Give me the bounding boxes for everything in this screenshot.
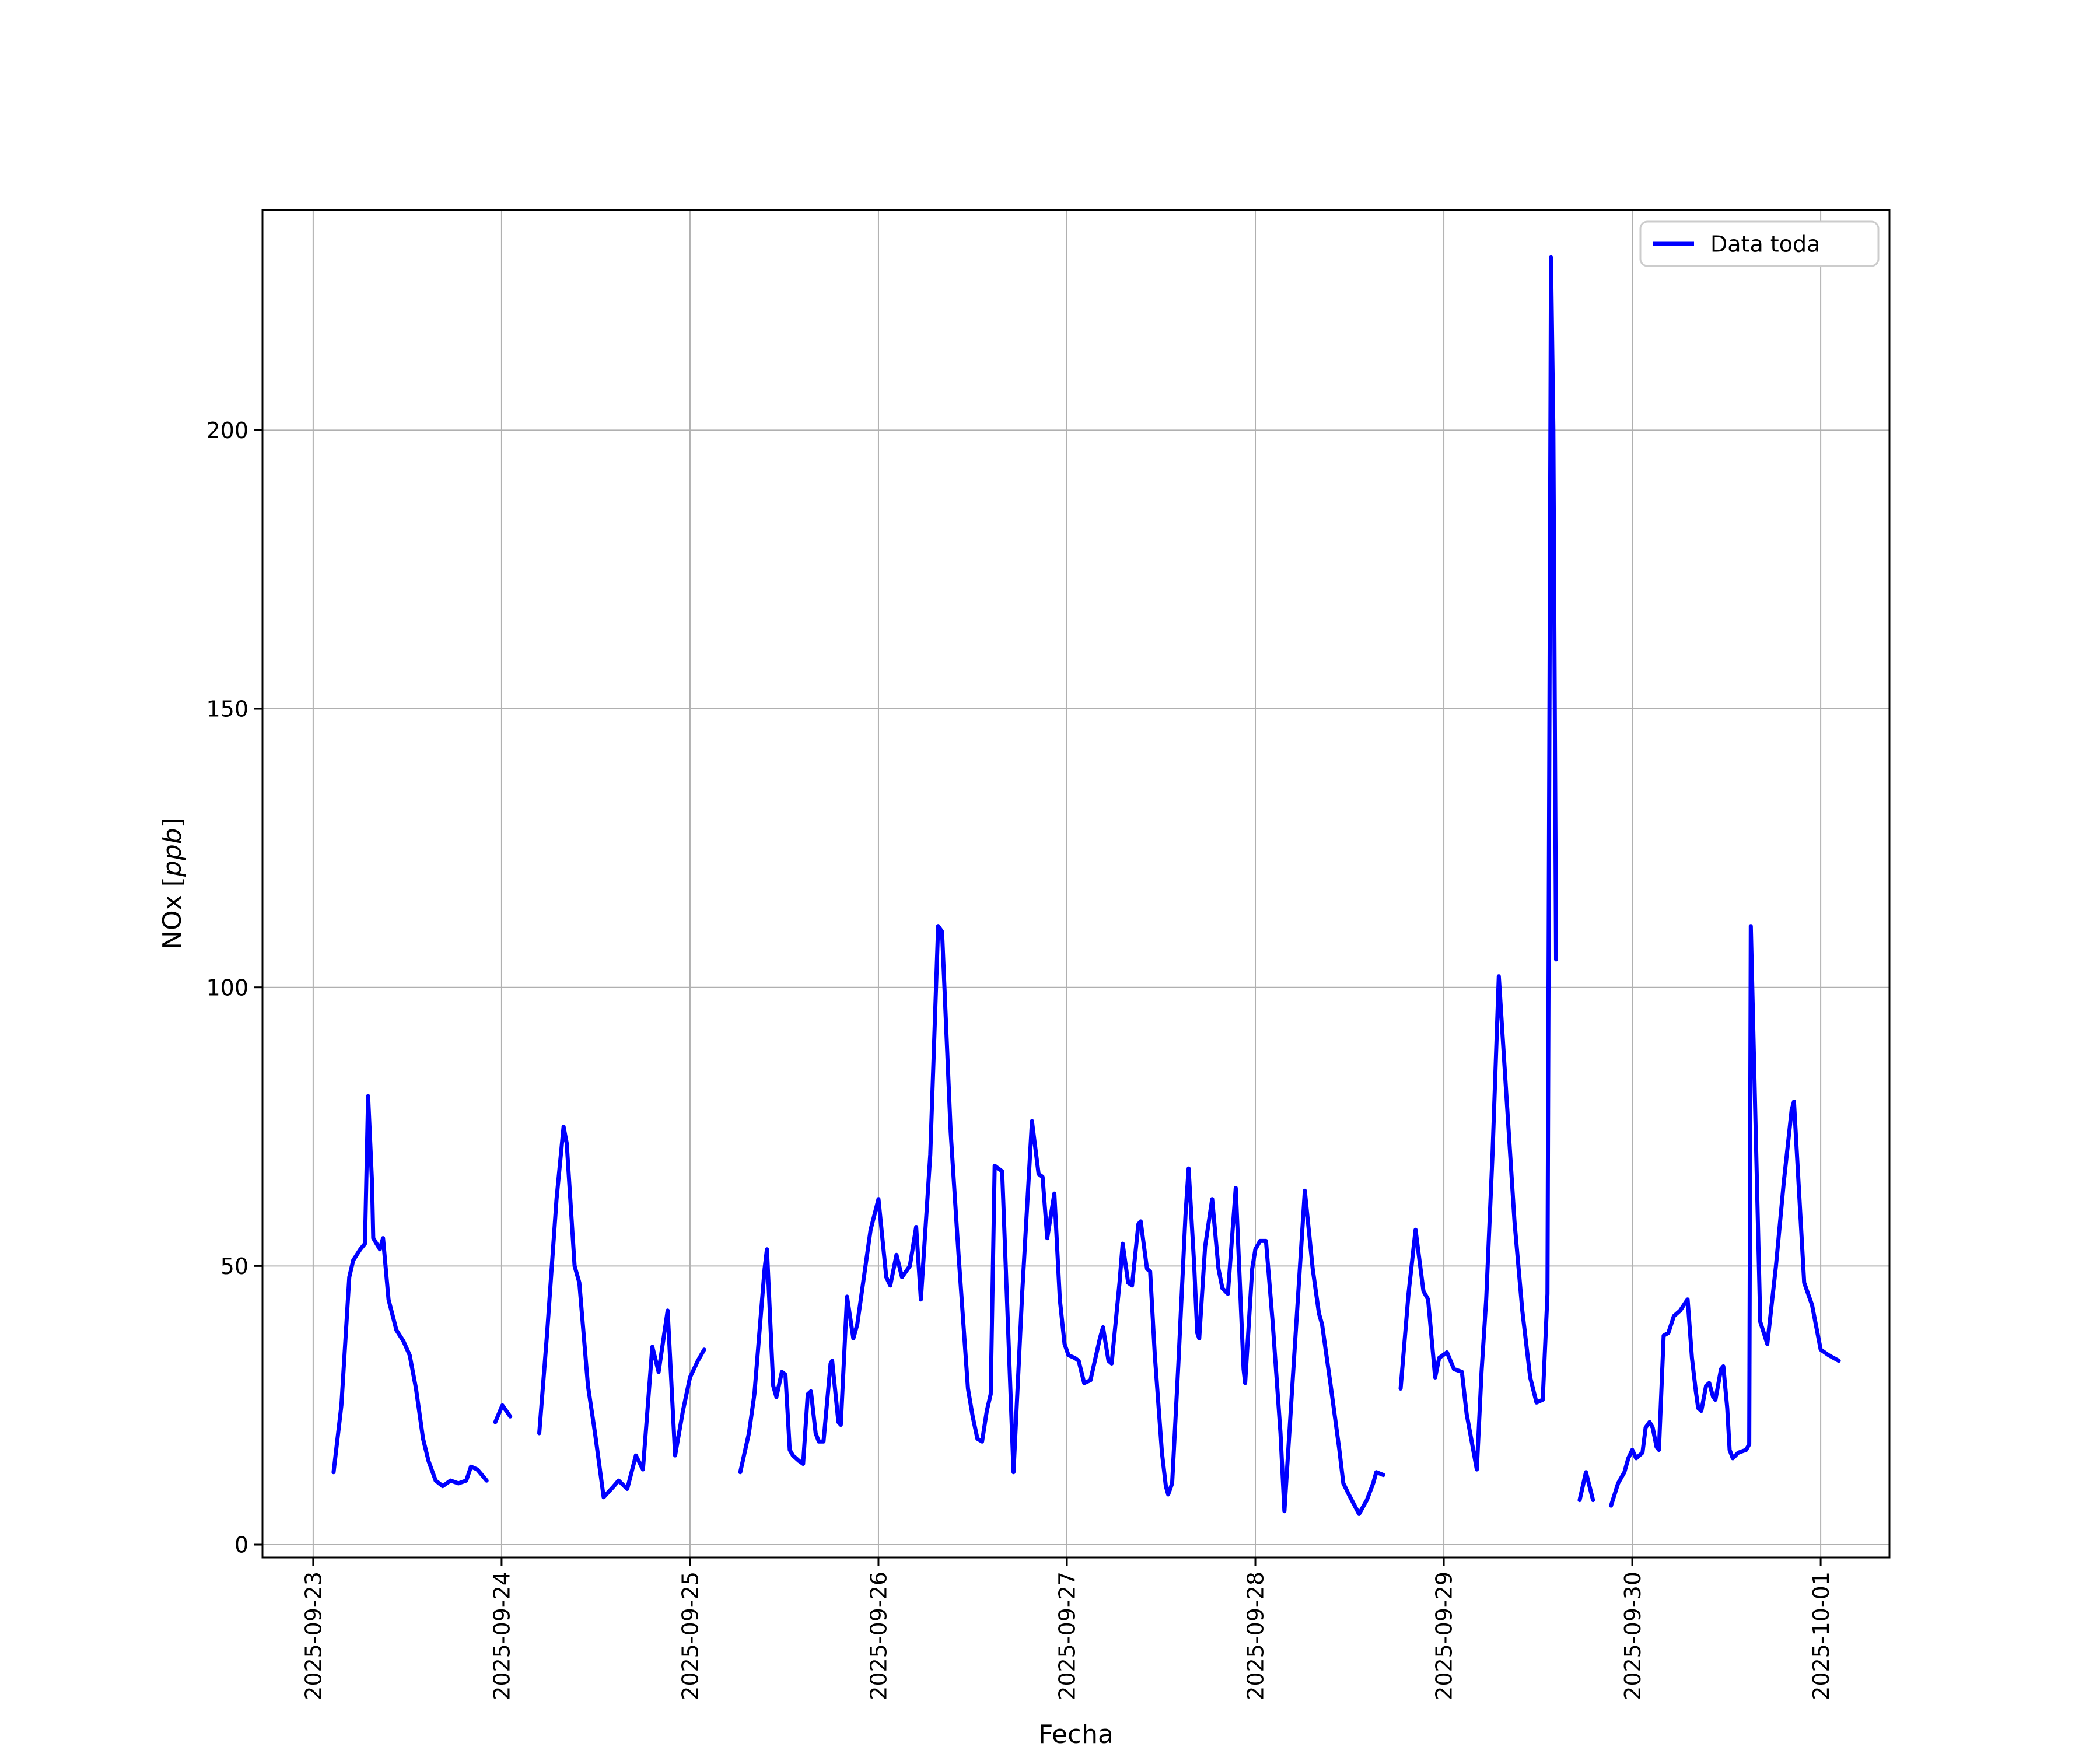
data-line	[331, 255, 1841, 1516]
y-axis-label-suffix: ]	[158, 818, 187, 828]
y-tick-label: 100	[206, 975, 249, 1000]
tick-labels: 2025-09-23 2025-09-24 2025-09-25 2025-09-26…	[206, 418, 1833, 1700]
y-tick-label: 50	[220, 1254, 249, 1279]
y-tick-label: 200	[206, 418, 249, 443]
x-tick-label: 2025-09-26	[866, 1572, 892, 1700]
legend-label: Data toda	[1710, 232, 1820, 257]
legend: Data toda	[1639, 220, 1880, 267]
y-axis-label-prefix: NOx [	[158, 877, 187, 950]
grid	[262, 210, 1889, 1558]
tick-marks	[254, 429, 1822, 1566]
y-tick-label: 150	[206, 696, 249, 722]
x-tick-label: 2025-09-29	[1432, 1572, 1457, 1700]
x-axis-label: Fecha	[1038, 1720, 1114, 1749]
y-axis-label-unit: ppb	[158, 828, 187, 877]
x-tick-label: 2025-09-24	[489, 1572, 515, 1700]
x-tick-label: 2025-09-28	[1243, 1572, 1269, 1700]
x-tick-label: 2025-09-27	[1055, 1572, 1080, 1700]
legend-box	[1639, 220, 1880, 267]
plot-area-border	[261, 209, 1891, 1559]
x-tick-label: 2025-09-23	[301, 1572, 327, 1700]
x-tick-label: 2025-09-25	[678, 1572, 704, 1700]
y-tick-label: 0	[235, 1532, 249, 1558]
x-tick-label: 2025-09-30	[1620, 1572, 1646, 1700]
y-axis-label: NOx [ppb]	[158, 818, 187, 950]
x-tick-label: 2025-10-01	[1808, 1572, 1834, 1700]
